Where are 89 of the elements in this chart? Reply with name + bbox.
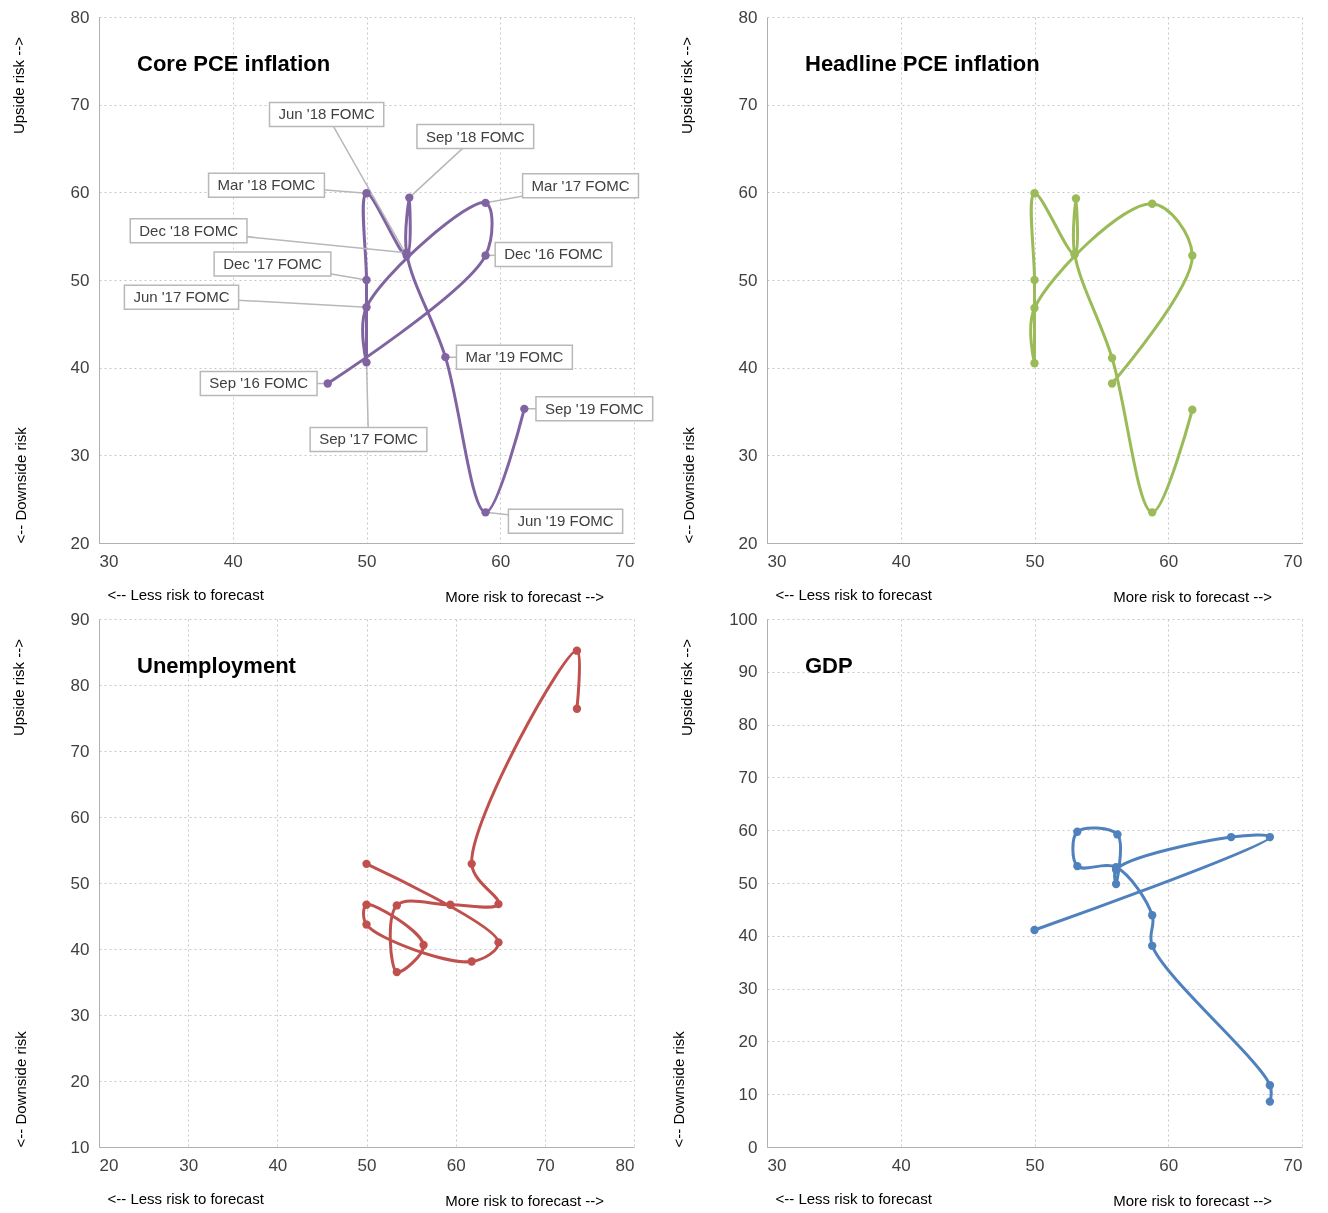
y-axis-title: <-- Downside risk xyxy=(11,426,29,544)
y-tick-label: 100 xyxy=(729,609,758,629)
y-tick-label: 60 xyxy=(738,182,758,202)
x-tick-label: 60 xyxy=(1159,1155,1179,1175)
text: More risk to forecast --> xyxy=(445,588,605,605)
annotation: Mar '17 FOMC xyxy=(531,176,630,194)
x-tick-label: 20 xyxy=(99,1155,119,1175)
y-tick-label: 40 xyxy=(70,358,90,378)
y-tick-label: 30 xyxy=(738,979,758,999)
text: Core PCE inflation xyxy=(137,51,331,76)
x-axis-title: <-- Less risk to forecast xyxy=(775,1189,933,1207)
y-tick-label: 60 xyxy=(70,807,90,827)
text: Upside risk --> xyxy=(678,638,695,737)
x-tick-label: 70 xyxy=(535,1155,555,1175)
x-tick-label: 30 xyxy=(179,1155,199,1175)
x-tick-label: 70 xyxy=(615,551,635,571)
x-tick-label: 40 xyxy=(268,1155,288,1175)
annotation: Dec '16 FOMC xyxy=(504,245,604,263)
x-tick-label: 60 xyxy=(491,551,511,571)
y-tick-label: 50 xyxy=(70,270,90,290)
y-tick-label: 50 xyxy=(738,873,758,893)
x-tick-label: 50 xyxy=(357,551,377,571)
annotation: Sep '19 FOMC xyxy=(544,399,644,417)
y-tick-label: 80 xyxy=(70,675,90,695)
x-axis-title: <-- Less risk to forecast xyxy=(107,1189,265,1207)
annotation: Sep '17 FOMC xyxy=(319,430,419,448)
y-axis-title: <-- Downside risk xyxy=(670,1030,688,1148)
y-tick-label: 50 xyxy=(70,873,90,893)
text: GDP xyxy=(805,653,853,678)
x-tick-label: 30 xyxy=(767,1155,787,1175)
annotation: Sep '18 FOMC xyxy=(425,127,525,145)
text: Headline PCE inflation xyxy=(805,51,1040,76)
annotation: Mar '18 FOMC xyxy=(217,176,316,194)
x-axis-title: <-- Less risk to forecast xyxy=(107,585,265,603)
x-tick-label: 80 xyxy=(615,1155,635,1175)
x-tick-label: 60 xyxy=(446,1155,466,1175)
annotation: Jun '19 FOMC xyxy=(517,512,614,530)
y-tick-label: 70 xyxy=(738,95,758,115)
y-tick-label: 30 xyxy=(70,1005,90,1025)
annotation: Dec '17 FOMC xyxy=(223,255,323,272)
x-tick-label: 40 xyxy=(223,551,243,571)
text: Upside risk --> xyxy=(10,638,27,737)
x-tick-label: 50 xyxy=(357,1155,377,1175)
y-tick-label: 40 xyxy=(70,939,90,959)
x-tick-label: 30 xyxy=(767,551,787,571)
x-tick-label: 70 xyxy=(1283,1155,1303,1175)
y-tick-label: 50 xyxy=(738,270,758,290)
text: Upside risk --> xyxy=(678,36,695,135)
y-tick-label: 90 xyxy=(738,662,758,682)
y-tick-label: 60 xyxy=(70,182,90,202)
y-tick-label: 10 xyxy=(738,1084,758,1104)
y-tick-label: 20 xyxy=(70,1071,90,1091)
y-axis-title: <-- Downside risk xyxy=(679,426,697,544)
y-tick-label: 80 xyxy=(738,7,758,27)
y-tick-label: 80 xyxy=(738,715,758,735)
text: Upside risk --> xyxy=(10,36,27,135)
y-tick-label: 80 xyxy=(70,7,90,27)
y-tick-label: 30 xyxy=(738,445,758,465)
y-tick-label: 20 xyxy=(70,533,90,553)
annotation: Jun '17 FOMC xyxy=(133,288,230,306)
annotation: Jun '18 FOMC xyxy=(278,105,375,123)
y-tick-label: 40 xyxy=(738,358,758,378)
x-tick-label: 40 xyxy=(891,1155,911,1175)
annotation: Mar '19 FOMC xyxy=(465,348,564,366)
annotation: Dec '18 FOMC xyxy=(139,221,239,239)
y-axis-title: <-- Downside risk xyxy=(11,1030,29,1148)
y-tick-label: 90 xyxy=(70,609,90,629)
x-tick-label: 60 xyxy=(1159,551,1179,571)
x-tick-label: 50 xyxy=(1025,1155,1045,1175)
x-tick-label: 50 xyxy=(1025,551,1045,571)
y-tick-label: 40 xyxy=(738,926,758,946)
x-tick-label: 40 xyxy=(891,551,911,571)
y-tick-label: 0 xyxy=(748,1137,758,1157)
x-tick-label: 30 xyxy=(99,551,119,571)
y-tick-label: 60 xyxy=(738,820,758,840)
text: More risk to forecast --> xyxy=(1113,588,1273,605)
y-tick-label: 10 xyxy=(70,1137,90,1157)
text: More risk to forecast --> xyxy=(445,1192,605,1209)
text: Unemployment xyxy=(137,653,297,678)
x-axis-title: <-- Less risk to forecast xyxy=(775,585,933,603)
y-tick-label: 70 xyxy=(70,741,90,761)
y-tick-label: 30 xyxy=(70,445,90,465)
y-tick-label: 70 xyxy=(738,767,758,787)
y-tick-label: 20 xyxy=(738,533,758,553)
y-tick-label: 70 xyxy=(70,95,90,115)
x-tick-label: 70 xyxy=(1283,551,1303,571)
y-tick-label: 20 xyxy=(738,1031,758,1051)
annotation: Sep '16 FOMC xyxy=(209,374,309,392)
text: More risk to forecast --> xyxy=(1113,1192,1273,1209)
